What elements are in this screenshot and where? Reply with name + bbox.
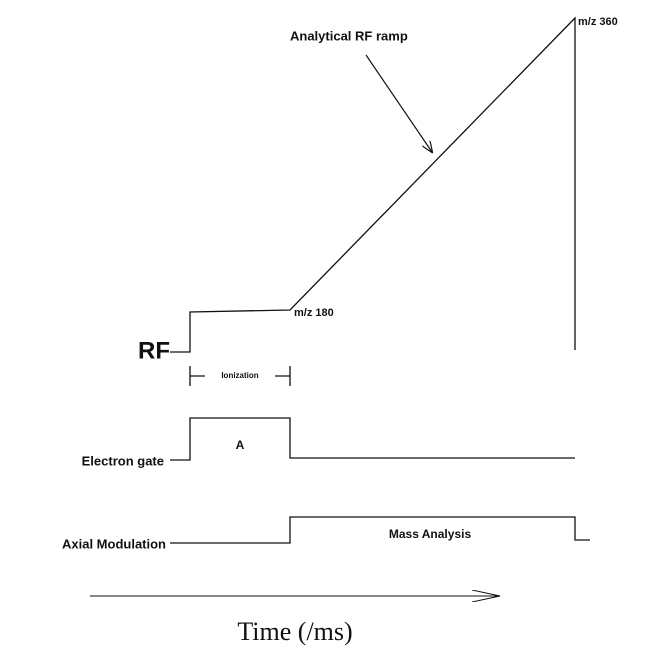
electron-gate-label: Electron gate [82, 453, 164, 468]
gate-region-label: A [236, 438, 245, 452]
axial-modulation-trace [170, 516, 590, 544]
bracket-gap [205, 369, 275, 383]
mz-high-label: m/z 360 [578, 16, 618, 28]
electron-gate-trace [170, 417, 575, 461]
mass-analysis-label: Mass Analysis [389, 527, 472, 541]
rf-label: RF [138, 337, 170, 364]
ionization-label: Ionization [221, 371, 258, 380]
rf-trace [170, 16, 576, 353]
mz-low-label: m/z 180 [294, 307, 334, 319]
ramp-label: Analytical RF ramp [290, 28, 408, 43]
time-axis-label: Time (/ms) [237, 617, 352, 645]
axial-modulation-label: Axial Modulation [62, 536, 166, 551]
ramp-arrow [365, 54, 432, 152]
